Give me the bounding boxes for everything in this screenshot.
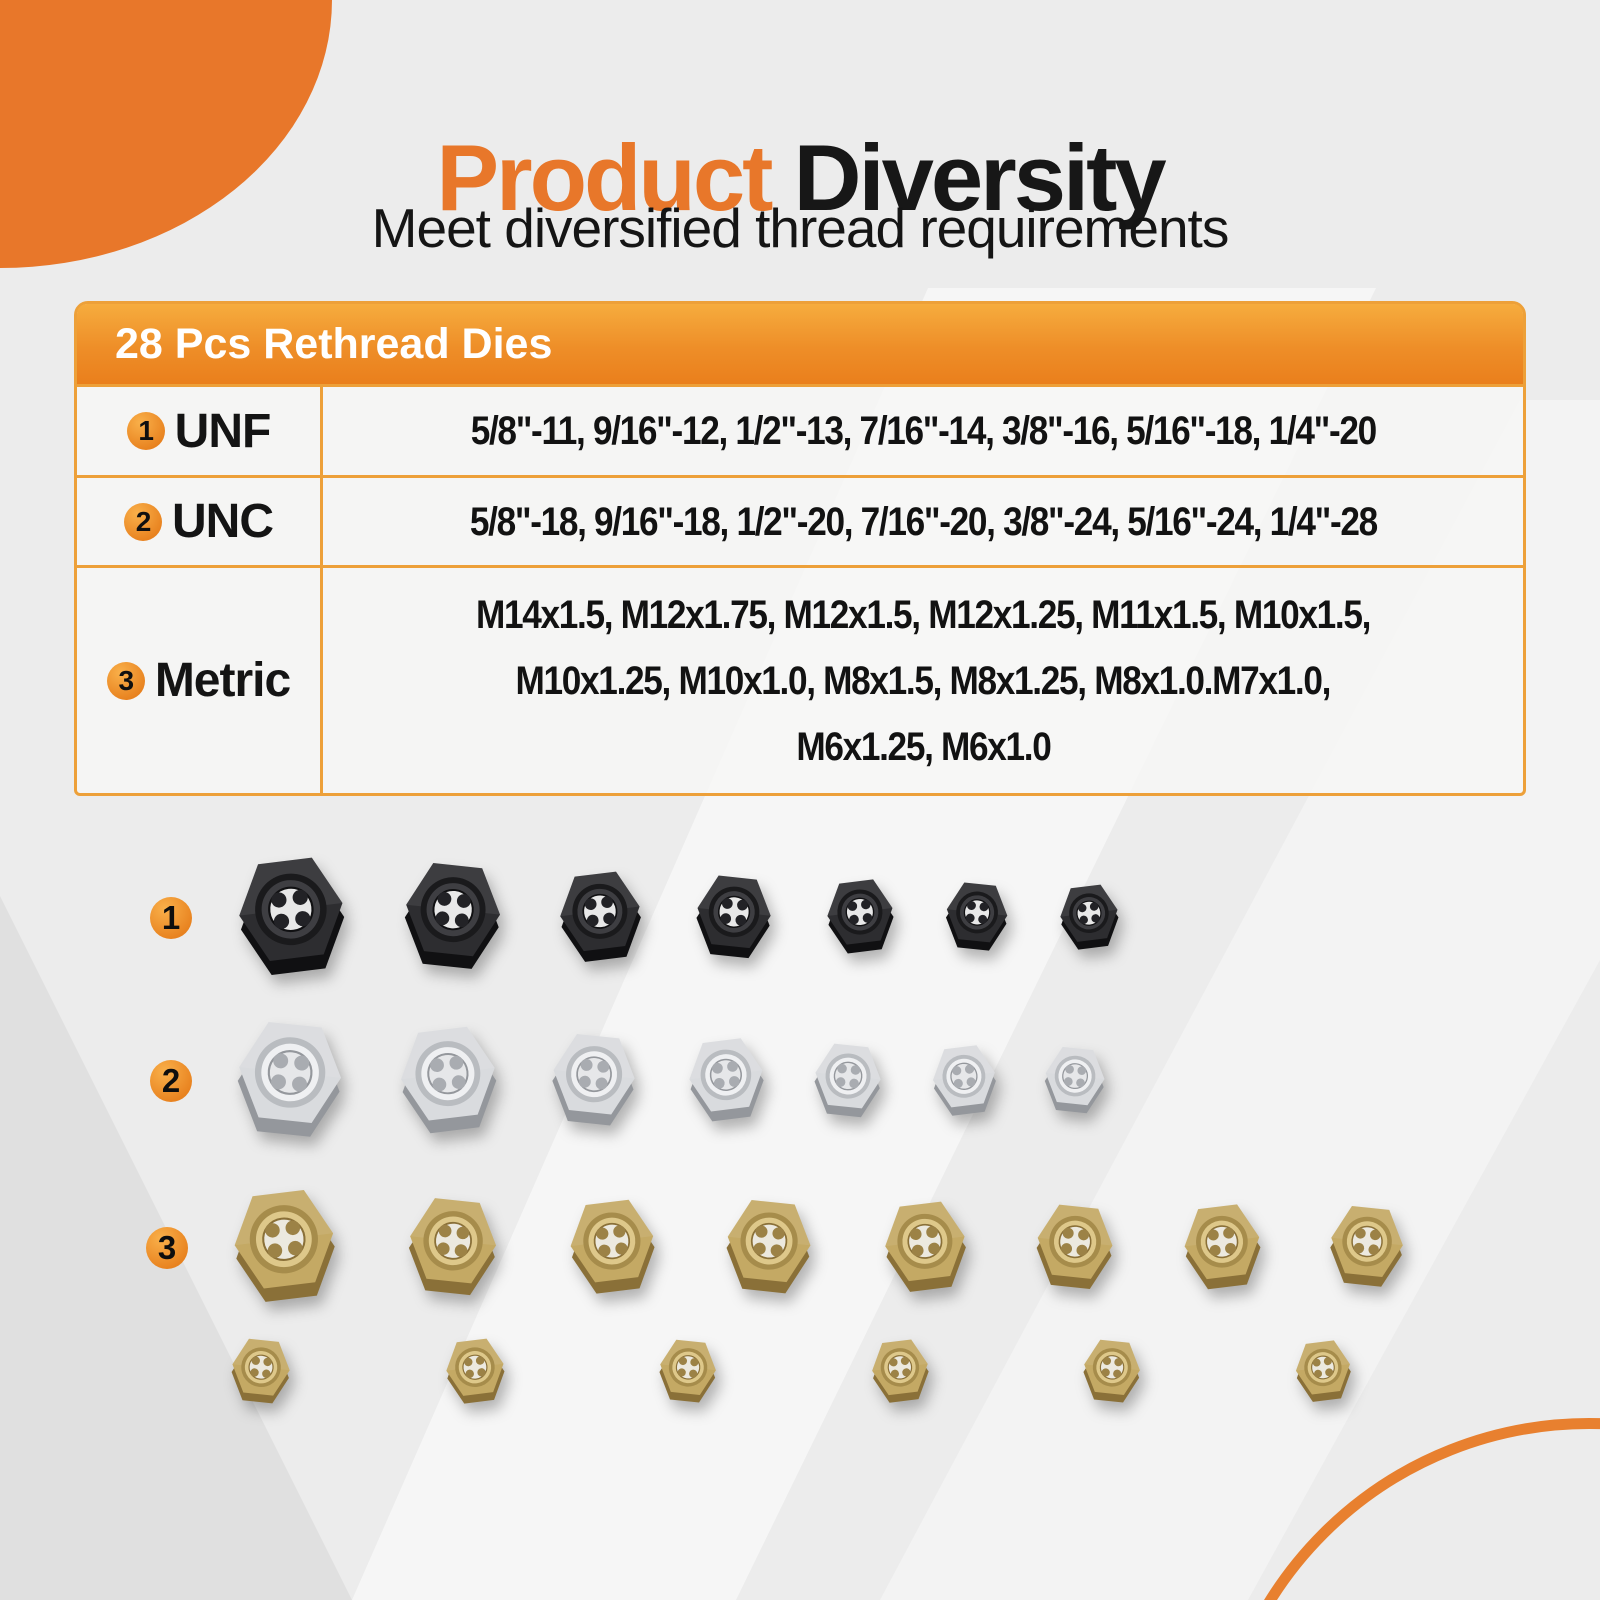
gallery-row-4	[225, 1322, 1357, 1422]
table-row-metric: 3 Metric M14x1.5, M12x1.75, M12x1.5, M12…	[77, 565, 1523, 793]
gold-die	[1175, 1198, 1269, 1298]
spec-line: 5/8"-11, 9/16"-12, 1/2"-13, 7/16"-14, 3/…	[470, 409, 1376, 453]
silver-die	[1038, 1042, 1112, 1120]
silver-die	[543, 1027, 645, 1135]
spec-line: 5/8"-18, 9/16"-18, 1/2"-20, 7/16"-20, 3/…	[469, 499, 1377, 544]
title-rest: Diversity	[793, 124, 1167, 230]
gallery-row-badge: 2	[150, 1060, 192, 1102]
black-die	[550, 865, 650, 971]
gold-die	[717, 1193, 821, 1303]
silver-die	[807, 1038, 889, 1125]
row-value-cell: 5/8"-18, 9/16"-18, 1/2"-20, 7/16"-20, 3/…	[323, 478, 1523, 565]
gold-die	[1322, 1200, 1412, 1295]
row-value-cell: 5/8"-11, 9/16"-12, 1/2"-13, 7/16"-14, 3/…	[323, 387, 1523, 475]
gold-die	[1077, 1335, 1147, 1409]
gold-die	[225, 1334, 297, 1410]
dies-strip	[226, 1013, 1112, 1149]
page-title: Product Diversity	[0, 128, 1600, 228]
row-label: UNF	[174, 404, 272, 458]
row-label-cell: 1 UNF	[77, 387, 323, 475]
gold-die	[653, 1335, 723, 1409]
black-die	[688, 869, 780, 967]
dies-strip	[222, 1182, 1412, 1313]
dies-strip	[226, 849, 1125, 987]
dies-strip	[225, 1334, 1357, 1410]
black-die	[226, 849, 356, 987]
spec-line: M6x1.25, M6x1.0	[795, 724, 1051, 769]
gold-die	[399, 1191, 507, 1305]
gallery-row-2: 2	[150, 986, 1112, 1176]
gallery-row-3: 3	[146, 1150, 1412, 1345]
black-die	[819, 874, 901, 961]
gold-die	[222, 1182, 346, 1313]
gold-die	[439, 1334, 511, 1410]
table-header: 28 Pcs Rethread Dies	[77, 304, 1523, 384]
title-accent: Product	[436, 124, 773, 230]
spec-line: M14x1.5, M12x1.75, M12x1.5, M12x1.25, M1…	[475, 592, 1371, 637]
silver-die	[226, 1013, 354, 1149]
spec-table: 28 Pcs Rethread Dies 1 UNF 5/8"-11, 9/16…	[74, 301, 1526, 796]
page-subtitle: Meet diversified thread requirements	[371, 197, 1230, 259]
black-die	[394, 855, 512, 980]
gallery-row-badge: 3	[146, 1226, 188, 1269]
black-die	[939, 877, 1015, 958]
row-label: UNC	[172, 495, 274, 548]
row-label-cell: 3 Metric	[77, 568, 323, 793]
gold-die	[865, 1335, 935, 1409]
gallery-row-1: 1	[150, 820, 1125, 1015]
gold-die	[560, 1193, 664, 1303]
table-row-unc: 2 UNC 5/8"-18, 9/16"-18, 1/2"-20, 7/16"-…	[77, 475, 1523, 565]
number-badge: 3	[106, 661, 145, 700]
silver-die	[389, 1019, 507, 1144]
table-row-unf: 1 UNF 5/8"-11, 9/16"-12, 1/2"-13, 7/16"-…	[77, 384, 1523, 475]
gold-die	[1289, 1336, 1357, 1408]
row-value-cell: M14x1.5, M12x1.75, M12x1.5, M12x1.25, M1…	[323, 568, 1523, 793]
number-badge: 2	[124, 502, 162, 541]
number-badge: 1	[126, 412, 165, 450]
gold-die	[1028, 1198, 1122, 1298]
silver-die	[925, 1040, 1003, 1123]
row-label-cell: 2 UNC	[77, 478, 323, 565]
gallery-row-badge: 1	[150, 896, 192, 939]
row-label: Metric	[154, 654, 291, 707]
spec-line: M10x1.25, M10x1.0, M8x1.5, M8x1.25, M8x1…	[515, 658, 1332, 703]
gold-die	[875, 1195, 975, 1301]
black-die	[1053, 880, 1125, 956]
silver-die	[680, 1032, 772, 1130]
